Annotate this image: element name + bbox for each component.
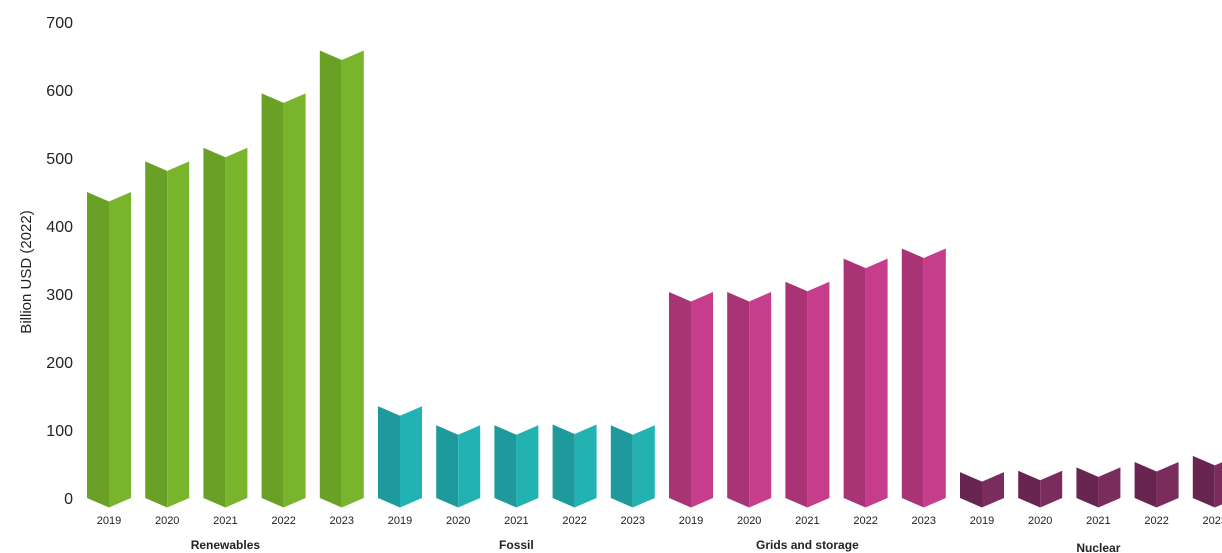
bar <box>1018 470 1063 508</box>
bar-left-face <box>87 192 109 508</box>
bar-right-face <box>574 424 597 508</box>
bar-right-face <box>1156 461 1179 508</box>
y-tick-label: 400 <box>46 219 73 236</box>
bar-right-face <box>1098 467 1121 508</box>
bar-left-face <box>494 425 517 508</box>
bar <box>610 425 655 508</box>
bar-right-face <box>1214 462 1222 508</box>
x-tick-label: 2021 <box>213 515 237 527</box>
bar <box>727 291 772 508</box>
bar-left-face <box>378 406 400 508</box>
y-axis: 0 100 200 300 400 500 600 700 <box>46 15 73 508</box>
y-tick-label: 300 <box>46 287 73 304</box>
bar-right-face <box>865 258 888 508</box>
group-label: Grids and storage <box>756 538 859 552</box>
bar-left-face <box>1134 461 1157 508</box>
bar-right-face <box>458 425 481 508</box>
x-tick-label: 2020 <box>155 515 179 527</box>
bar <box>436 425 481 508</box>
x-tick-label: 2021 <box>504 515 528 527</box>
group-label: Fossil <box>499 538 534 552</box>
bar-left-face <box>261 93 284 508</box>
bar <box>319 50 364 508</box>
x-tick-label: 2023 <box>912 515 936 527</box>
bar <box>203 147 248 508</box>
bar-right-face <box>923 248 946 508</box>
bar-right-face <box>749 291 772 508</box>
x-tick-label: 2023 <box>1203 515 1222 527</box>
bar-right-face <box>109 192 131 508</box>
bar-left-face <box>552 424 575 508</box>
bar-left-face <box>1192 455 1215 508</box>
y-tick-label: 100 <box>46 423 73 440</box>
x-axis: 2019 2020 2021 2022 2023 Renewables 2019 2020 20… <box>97 515 1222 553</box>
bar-left-face <box>960 472 982 508</box>
bar-right-face <box>691 291 713 508</box>
bar-left-face <box>669 291 691 508</box>
bar <box>261 93 306 508</box>
bar-right-face <box>807 281 830 508</box>
bar-right-face <box>167 161 190 508</box>
bar-right-face <box>225 147 248 508</box>
bar <box>1134 461 1179 508</box>
bar-left-face <box>145 161 168 508</box>
x-tick-label: 2022 <box>562 515 586 527</box>
bar-right-face <box>341 50 364 508</box>
bar <box>1192 455 1222 508</box>
bar-left-face <box>1076 467 1099 508</box>
x-tick-label: 2020 <box>737 515 761 527</box>
bar-left-face <box>319 50 342 508</box>
x-tick-label: 2023 <box>621 515 645 527</box>
group-label: Renewables <box>191 538 261 552</box>
bar <box>785 281 830 508</box>
x-tick-label: 2022 <box>271 515 295 527</box>
bar-right-face <box>400 406 422 508</box>
bar <box>552 424 597 508</box>
x-tick-label: 2021 <box>1086 515 1110 527</box>
y-tick-label: 0 <box>64 491 73 508</box>
bar-right-face <box>982 472 1004 508</box>
x-tick-label: 2021 <box>795 515 819 527</box>
bar-left-face <box>610 425 633 508</box>
y-tick-label: 500 <box>46 151 73 168</box>
y-tick-label: 200 <box>46 355 73 372</box>
bar <box>960 472 1004 508</box>
x-tick-label: 2020 <box>1028 515 1052 527</box>
bar-left-face <box>843 258 866 508</box>
bar <box>901 248 946 508</box>
y-tick-label: 700 <box>46 15 73 32</box>
bar-left-face <box>901 248 924 508</box>
bar <box>378 406 422 508</box>
bar-right-face <box>516 425 539 508</box>
x-tick-label: 2019 <box>97 515 121 527</box>
bar-left-face <box>785 281 808 508</box>
bar-left-face <box>436 425 459 508</box>
bar <box>87 192 131 508</box>
group-label: Nuclear <box>1076 541 1120 553</box>
bar <box>1076 467 1121 508</box>
bar <box>145 161 190 508</box>
bar <box>494 425 539 508</box>
y-tick-label: 600 <box>46 83 73 100</box>
x-tick-label: 2019 <box>388 515 412 527</box>
x-tick-label: 2022 <box>853 515 877 527</box>
bar-right-face <box>1040 470 1063 508</box>
x-tick-label: 2022 <box>1144 515 1168 527</box>
x-tick-label: 2023 <box>330 515 354 527</box>
bar-left-face <box>727 291 750 508</box>
y-axis-title: Billion USD (2022) <box>18 210 35 333</box>
bar-left-face <box>203 147 226 508</box>
bar <box>843 258 888 508</box>
bars <box>87 50 1222 508</box>
x-tick-label: 2019 <box>679 515 703 527</box>
bar-right-face <box>283 93 306 508</box>
bar-right-face <box>632 425 655 508</box>
bar-left-face <box>1018 470 1041 508</box>
x-tick-label: 2020 <box>446 515 470 527</box>
bar <box>669 291 713 508</box>
x-tick-label: 2019 <box>970 515 994 527</box>
